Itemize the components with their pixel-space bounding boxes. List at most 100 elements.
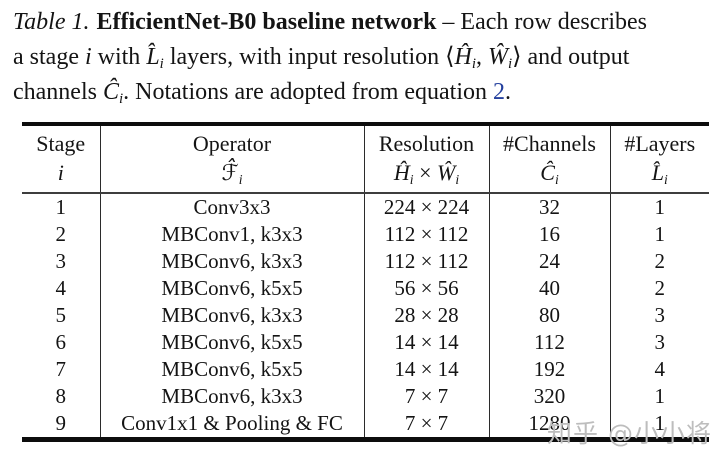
cell-resolution: 112 × 112 [363,221,489,248]
efficientnet-b0-table: Stage i Operator ℱ̂i Resolution Ĥi × Ŵi … [22,122,709,442]
cell-stage: 3 [55,249,67,273]
cell-layers: 2 [609,275,709,302]
math-subscript: i [471,56,476,73]
cell-resolution: 56 × 56 [363,275,489,302]
col-header-channels: #Channels Ĉi [488,124,610,194]
caption-text: and output [521,44,630,70]
col-symbol: i [57,160,64,185]
table-row: 4 MBConv6, k5x5 56 × 56 40 2 [22,275,709,302]
table-row: 3 MBConv6, k3x3 112 × 112 24 2 [22,248,709,275]
col-symbol: Ĥi × Ŵi [393,160,460,187]
cell-operator: Conv3x3 [99,193,364,221]
table-row: 6 MBConv6, k5x5 14 × 14 112 3 [22,329,709,356]
cell-resolution: 7 × 7 [363,383,489,410]
cell-channels: 32 [488,193,610,221]
caption-text: channels [13,79,103,105]
cell-channels: 1280 [488,410,610,440]
cell-stage: 8 [55,384,67,408]
cell-channels: 320 [488,383,610,410]
cell-stage: 4 [55,276,67,300]
math-var-H-hat: Ĥ [454,44,472,70]
cell-layers: 4 [609,356,709,383]
cell-channels: 112 [488,329,610,356]
caption-text: . [505,79,512,105]
cell-resolution: 112 × 112 [363,248,489,275]
math-subscript: i [118,91,124,108]
cell-stage: 1 [55,195,67,219]
col-label: Resolution [378,131,475,156]
caption-text: with [91,44,147,70]
cell-resolution: 7 × 7 [363,410,489,440]
cell-resolution: 14 × 14 [363,329,489,356]
cell-layers: 1 [609,383,709,410]
caption-line-1: Table 1. EfficientNet-B0 baseline network… [13,5,709,40]
col-label: Stage [36,131,86,156]
table-row: 1 Conv3x3 224 × 224 32 1 [22,193,709,221]
col-symbol: ℱ̂i [221,160,243,187]
table-row: 2 MBConv1, k3x3 112 × 112 16 1 [22,221,709,248]
header-row: Stage i Operator ℱ̂i Resolution Ĥi × Ŵi … [22,124,709,194]
cell-operator: MBConv6, k3x3 [99,248,364,275]
cell-layers: 3 [609,302,709,329]
col-header-resolution: Resolution Ĥi × Ŵi [363,124,489,194]
caption-title: EfficientNet-B0 baseline network [96,9,437,35]
col-header-stage: Stage i [22,124,100,194]
cell-stage: 9 [55,411,67,435]
cell-operator: MBConv1, k3x3 [99,221,364,248]
cell-layers: 1 [609,221,709,248]
math-subscript: i [507,56,513,73]
math-var-C-hat: Ĉ [102,79,119,105]
math-var-L-hat: L̂ [146,44,160,70]
cell-resolution: 28 × 28 [363,302,489,329]
cell-channels: 80 [488,302,610,329]
cell-stage: 6 [55,330,67,354]
col-label: #Channels [503,131,596,156]
table-caption: Table 1. EfficientNet-B0 baseline network… [13,5,709,110]
col-label: Operator [192,131,272,156]
cell-operator: MBConv6, k3x3 [99,302,364,329]
cell-layers: 2 [609,248,709,275]
cell-layers: 1 [609,193,709,221]
cell-channels: 192 [488,356,610,383]
caption-text: , [475,44,488,70]
cell-resolution: 224 × 224 [363,193,489,221]
math-var-i: i [84,44,92,70]
cell-layers: 1 [609,410,709,440]
cell-layers: 3 [609,329,709,356]
table-row: 5 MBConv6, k3x3 28 × 28 80 3 [22,302,709,329]
angle-bracket-close: ⟩ [512,44,522,70]
angle-bracket-open: ⟨ [445,44,455,70]
cell-channels: 40 [488,275,610,302]
math-subscript: i [159,56,164,73]
cell-operator: Conv1x1 & Pooling & FC [99,410,364,440]
col-header-operator: Operator ℱ̂i [99,124,364,194]
caption-text: a stage [13,44,85,70]
table-row: 9 Conv1x1 & Pooling & FC 7 × 7 1280 1 [22,410,709,440]
caption-line-3: channels Ĉi. Notations are adopted from … [13,75,709,110]
caption-text: layers, with input resolution [163,44,446,70]
cell-operator: MBConv6, k5x5 [99,329,364,356]
math-var-W-hat: Ŵ [487,44,508,70]
table-header: Stage i Operator ℱ̂i Resolution Ĥi × Ŵi … [22,124,709,194]
table-number-label: Table 1. [13,9,90,35]
equation-ref-link[interactable]: 2 [493,79,506,105]
cell-resolution: 14 × 14 [363,356,489,383]
caption-line-2: a stage i with L̂i layers, with input re… [13,40,709,75]
caption-text: . Notations are adopted from equation [123,79,494,105]
cell-operator: MBConv6, k5x5 [99,356,364,383]
cell-stage: 7 [55,357,67,381]
col-symbol: L̂i [651,160,668,187]
cell-stage: 2 [55,222,67,246]
col-header-layers: #Layers L̂i [609,124,709,194]
col-label: #Layers [624,131,696,156]
cell-stage: 5 [55,303,67,327]
col-symbol: Ĉi [540,160,559,187]
table-row: 7 MBConv6, k5x5 14 × 14 192 4 [22,356,709,383]
caption-text: – Each row describes [436,9,648,35]
cell-operator: MBConv6, k3x3 [99,383,364,410]
cell-channels: 24 [488,248,610,275]
cell-operator: MBConv6, k5x5 [99,275,364,302]
table-row: 8 MBConv6, k3x3 7 × 7 320 1 [22,383,709,410]
cell-channels: 16 [488,221,610,248]
